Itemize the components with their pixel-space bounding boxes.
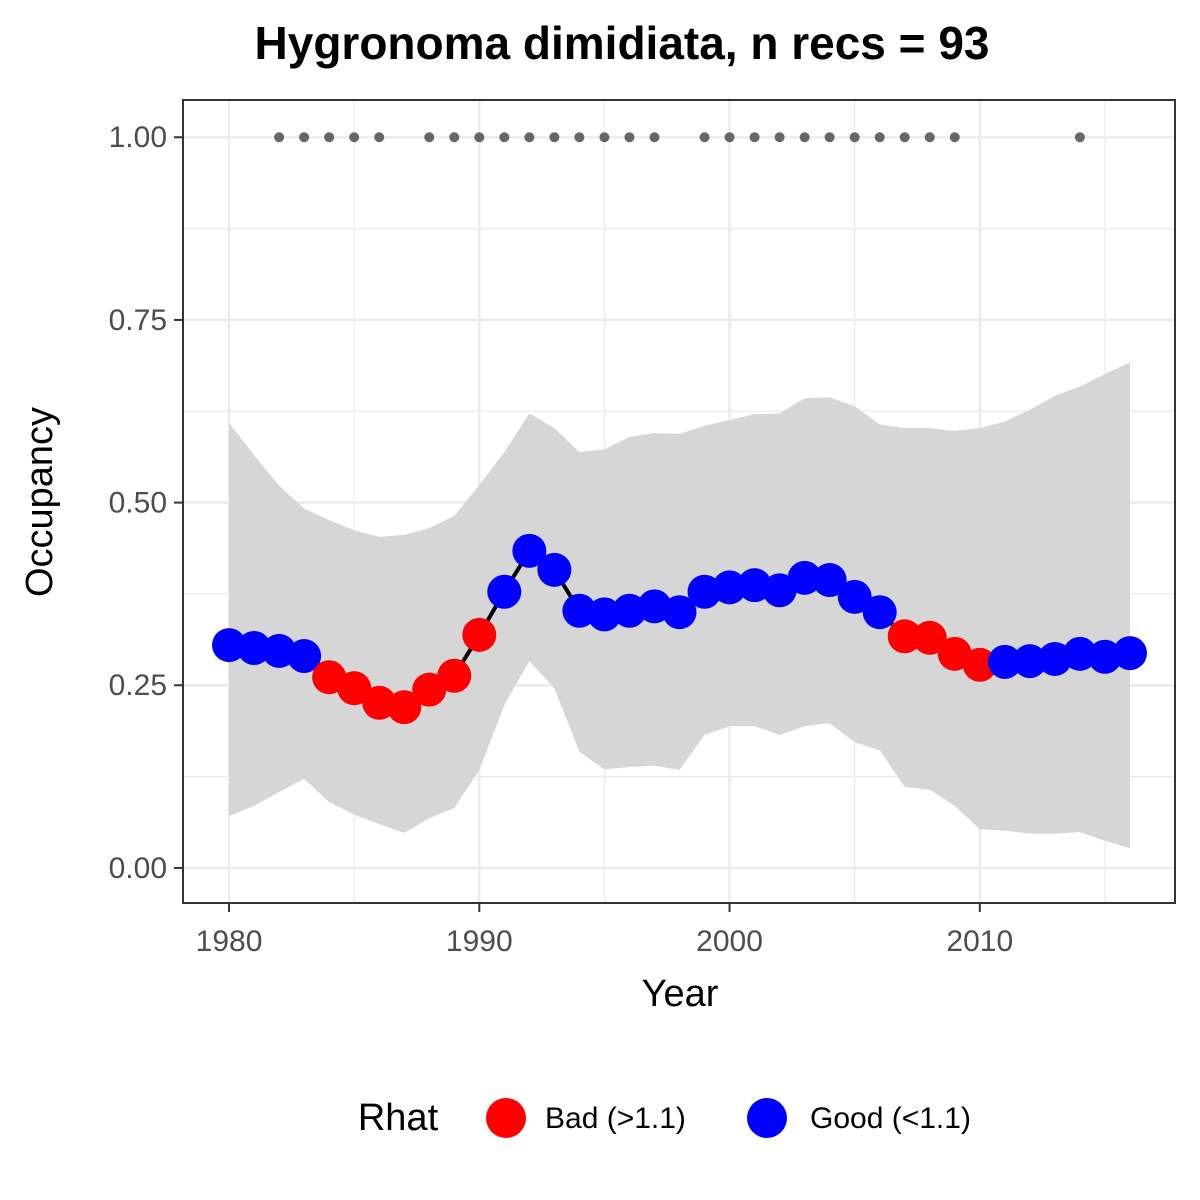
record-dot [624, 132, 635, 143]
legend-title: Rhat [358, 1097, 439, 1139]
point [912, 620, 947, 655]
record-dot [749, 132, 760, 143]
record-dot [899, 132, 910, 143]
point [212, 628, 247, 663]
record-dot [449, 132, 460, 143]
point [1012, 644, 1047, 679]
record-dot [1074, 132, 1085, 143]
x-axis-label: Year [642, 973, 719, 1015]
legend-label: Good (<1.1) [810, 1102, 971, 1135]
record-dot [349, 132, 360, 143]
record-dot [599, 132, 610, 143]
record-dot [474, 132, 485, 143]
point [437, 658, 472, 693]
point [287, 639, 322, 674]
point [237, 630, 272, 665]
record-dot [699, 132, 710, 143]
point [662, 595, 697, 630]
record-dot [574, 132, 585, 143]
legend-key [747, 1098, 787, 1138]
x-tick-label: 2010 [946, 925, 1013, 958]
point [812, 563, 847, 598]
record-dot [524, 132, 535, 143]
record-dot [849, 132, 860, 143]
record-dot [824, 132, 835, 143]
point [1062, 636, 1097, 671]
record-dot [774, 132, 785, 143]
record-dot [549, 132, 560, 143]
y-tick-label: 0.00 [109, 852, 167, 885]
point [487, 574, 522, 609]
record-dot [374, 132, 385, 143]
record-dot [274, 132, 285, 143]
point [337, 671, 372, 706]
record-dot [874, 132, 885, 143]
point [387, 690, 422, 725]
point [362, 685, 397, 720]
point [687, 574, 722, 609]
point [462, 617, 497, 652]
point [537, 552, 572, 587]
legend-key [486, 1098, 526, 1138]
record-dot [949, 132, 960, 143]
point [962, 647, 997, 682]
y-tick-label: 0.75 [109, 304, 167, 337]
point [787, 560, 822, 595]
record-dot [499, 132, 510, 143]
point [837, 579, 872, 614]
point [987, 644, 1022, 679]
point [887, 619, 922, 654]
point [712, 570, 747, 605]
point [612, 593, 647, 628]
point [1087, 639, 1122, 674]
panel-border [182, 99, 1176, 904]
x-tick-label: 2000 [696, 925, 763, 958]
x-tick-label: 1990 [446, 925, 513, 958]
point [412, 672, 447, 707]
y-tick-label: 0.25 [109, 669, 167, 702]
point [862, 595, 897, 630]
y-tick-label: 0.50 [109, 487, 167, 520]
chart-title: Hygronoma dimidiata, n recs = 93 [255, 17, 990, 69]
record-dot [299, 132, 310, 143]
record-dot [924, 132, 935, 143]
point [562, 593, 597, 628]
point [587, 597, 622, 632]
record-dot [724, 132, 735, 143]
record-dot [424, 132, 435, 143]
point [1112, 636, 1147, 671]
x-tick-label: 1980 [196, 925, 263, 958]
y-tick-label: 1.00 [109, 121, 167, 154]
record-dot [649, 132, 660, 143]
point [512, 533, 547, 568]
record-dot [324, 132, 335, 143]
record-dot [799, 132, 810, 143]
y-axis-label: Occupancy [19, 407, 61, 597]
legend-label: Bad (>1.1) [545, 1102, 686, 1135]
